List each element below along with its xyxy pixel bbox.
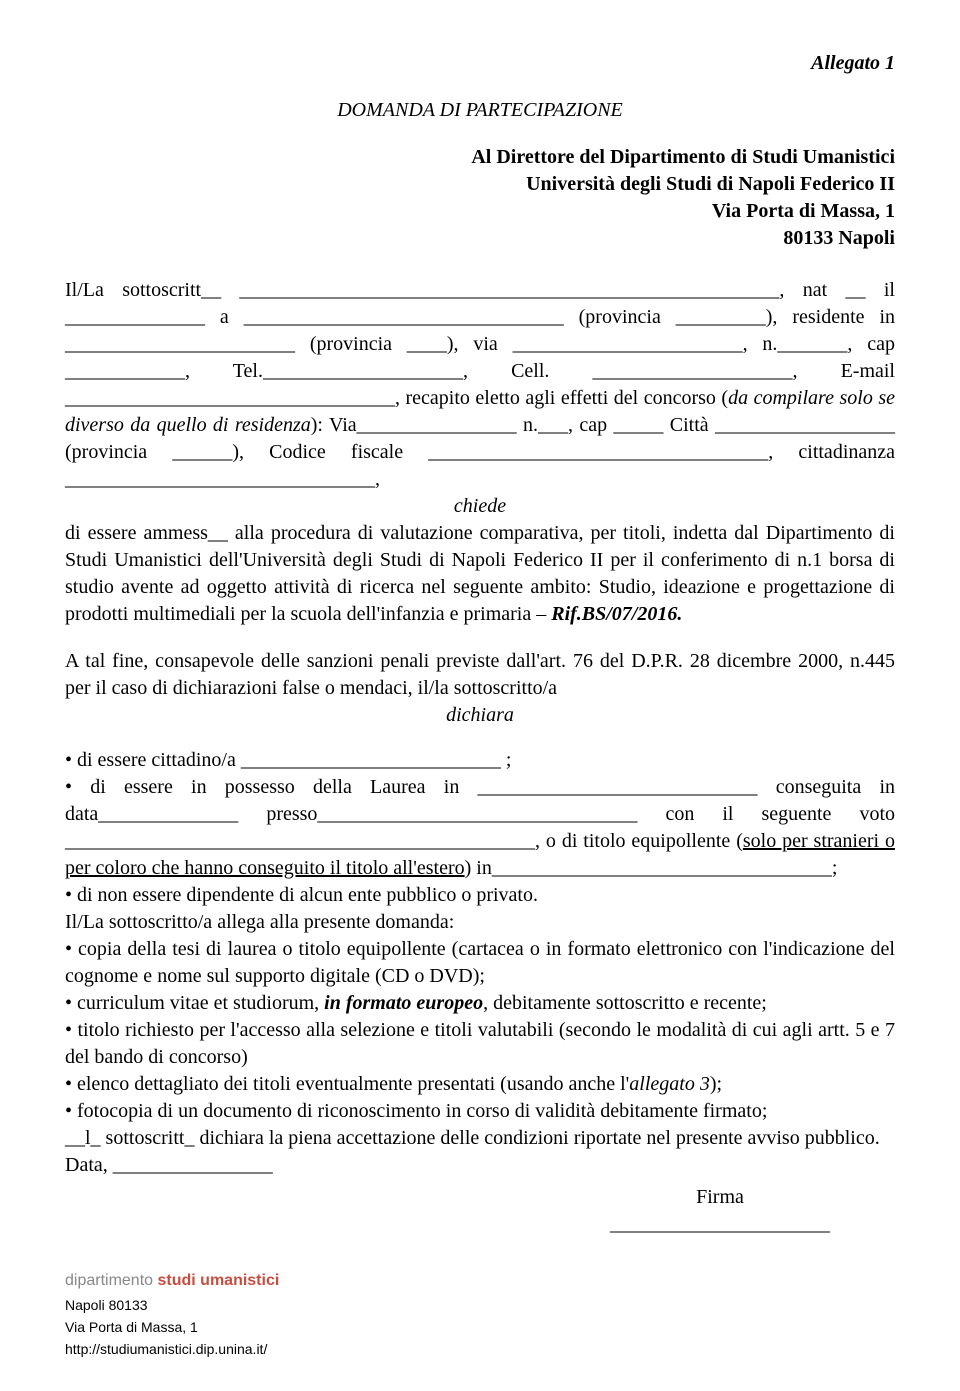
attach-intro: Il/La sottoscritto/a allega alla present… [65,909,895,936]
body-paragraph-1: di essere ammess__ alla procedura di val… [65,520,895,628]
bullet-dipendente: • di non essere dipendente di alcun ente… [65,882,895,909]
bullet-laurea: • di essere in possesso della Laurea in … [65,774,895,882]
body-paragraph-2: A tal fine, consapevole delle sanzioni p… [65,648,895,702]
closing-text: __l_ sottoscritt_ dichiara la piena acce… [65,1125,895,1152]
recipient-line-1: Al Direttore del Dipartimento di Studi U… [65,144,895,171]
recipient-line-4: 80133 Napoli [65,225,895,252]
attach4b: ); [710,1073,722,1095]
allegato-label: Allegato 1 [65,50,895,77]
attach-cv: • curriculum vitae et studiorum, in form… [65,990,895,1017]
footer-addr2: Via Porta di Massa, 1 [65,1316,895,1338]
rif-text: Rif.BS/07/2016. [551,603,682,625]
footer-department: dipartimento studi umanistici [65,1268,895,1294]
chiede-label: chiede [65,493,895,520]
firma-line: ______________________ [545,1211,895,1238]
attach-elenco: • elenco dettagliato dei titoli eventual… [65,1071,895,1098]
page-footer: dipartimento studi umanistici Napoli 801… [65,1268,895,1361]
attach4a: • elenco dettagliato dei titoli eventual… [65,1073,629,1095]
attach-fotocopia: • fotocopia di un documento di riconosci… [65,1098,895,1125]
body1-text: di essere ammess__ alla procedura di val… [65,522,895,625]
signature-block: Firma ______________________ [65,1184,895,1238]
body2-text: A tal fine, consapevole delle sanzioni p… [65,650,895,699]
bullet-cittadino: • di essere cittadino/a ________________… [65,747,895,774]
dept-grey: dipartimento [65,1272,158,1289]
data-field: Data, ________________ [65,1152,895,1179]
firma-label: Firma [545,1184,895,1211]
attach2-bold: in formato europeo [324,992,483,1014]
footer-addr1: Napoli 80133 [65,1294,895,1316]
attach-tesi: • copia della tesi di laurea o titolo eq… [65,936,895,990]
attach2b: , debitamente sottoscritto e recente; [483,992,767,1014]
recipient-line-2: Università degli Studi di Napoli Federic… [65,171,895,198]
recipient-block: Al Direttore del Dipartimento di Studi U… [65,144,895,252]
recipient-line-3: Via Porta di Massa, 1 [65,198,895,225]
attach2a: • curriculum vitae et studiorum, [65,992,324,1014]
footer-url: http://studiumanistici.dip.unina.it/ [65,1338,895,1360]
attach4-italic: allegato 3 [629,1073,710,1095]
dept-red: studi umanistici [158,1272,280,1289]
attach-titolo: • titolo richiesto per l'accesso alla se… [65,1017,895,1071]
page-title: DOMANDA DI PARTECIPAZIONE [65,97,895,124]
declarations-block: • di essere cittadino/a ________________… [65,747,895,1179]
dichiara-label: dichiara [65,702,895,729]
bullet2b: ) in__________________________________; [465,857,838,879]
form-intro-block: Il/La sottoscritt__ ____________________… [65,277,895,493]
